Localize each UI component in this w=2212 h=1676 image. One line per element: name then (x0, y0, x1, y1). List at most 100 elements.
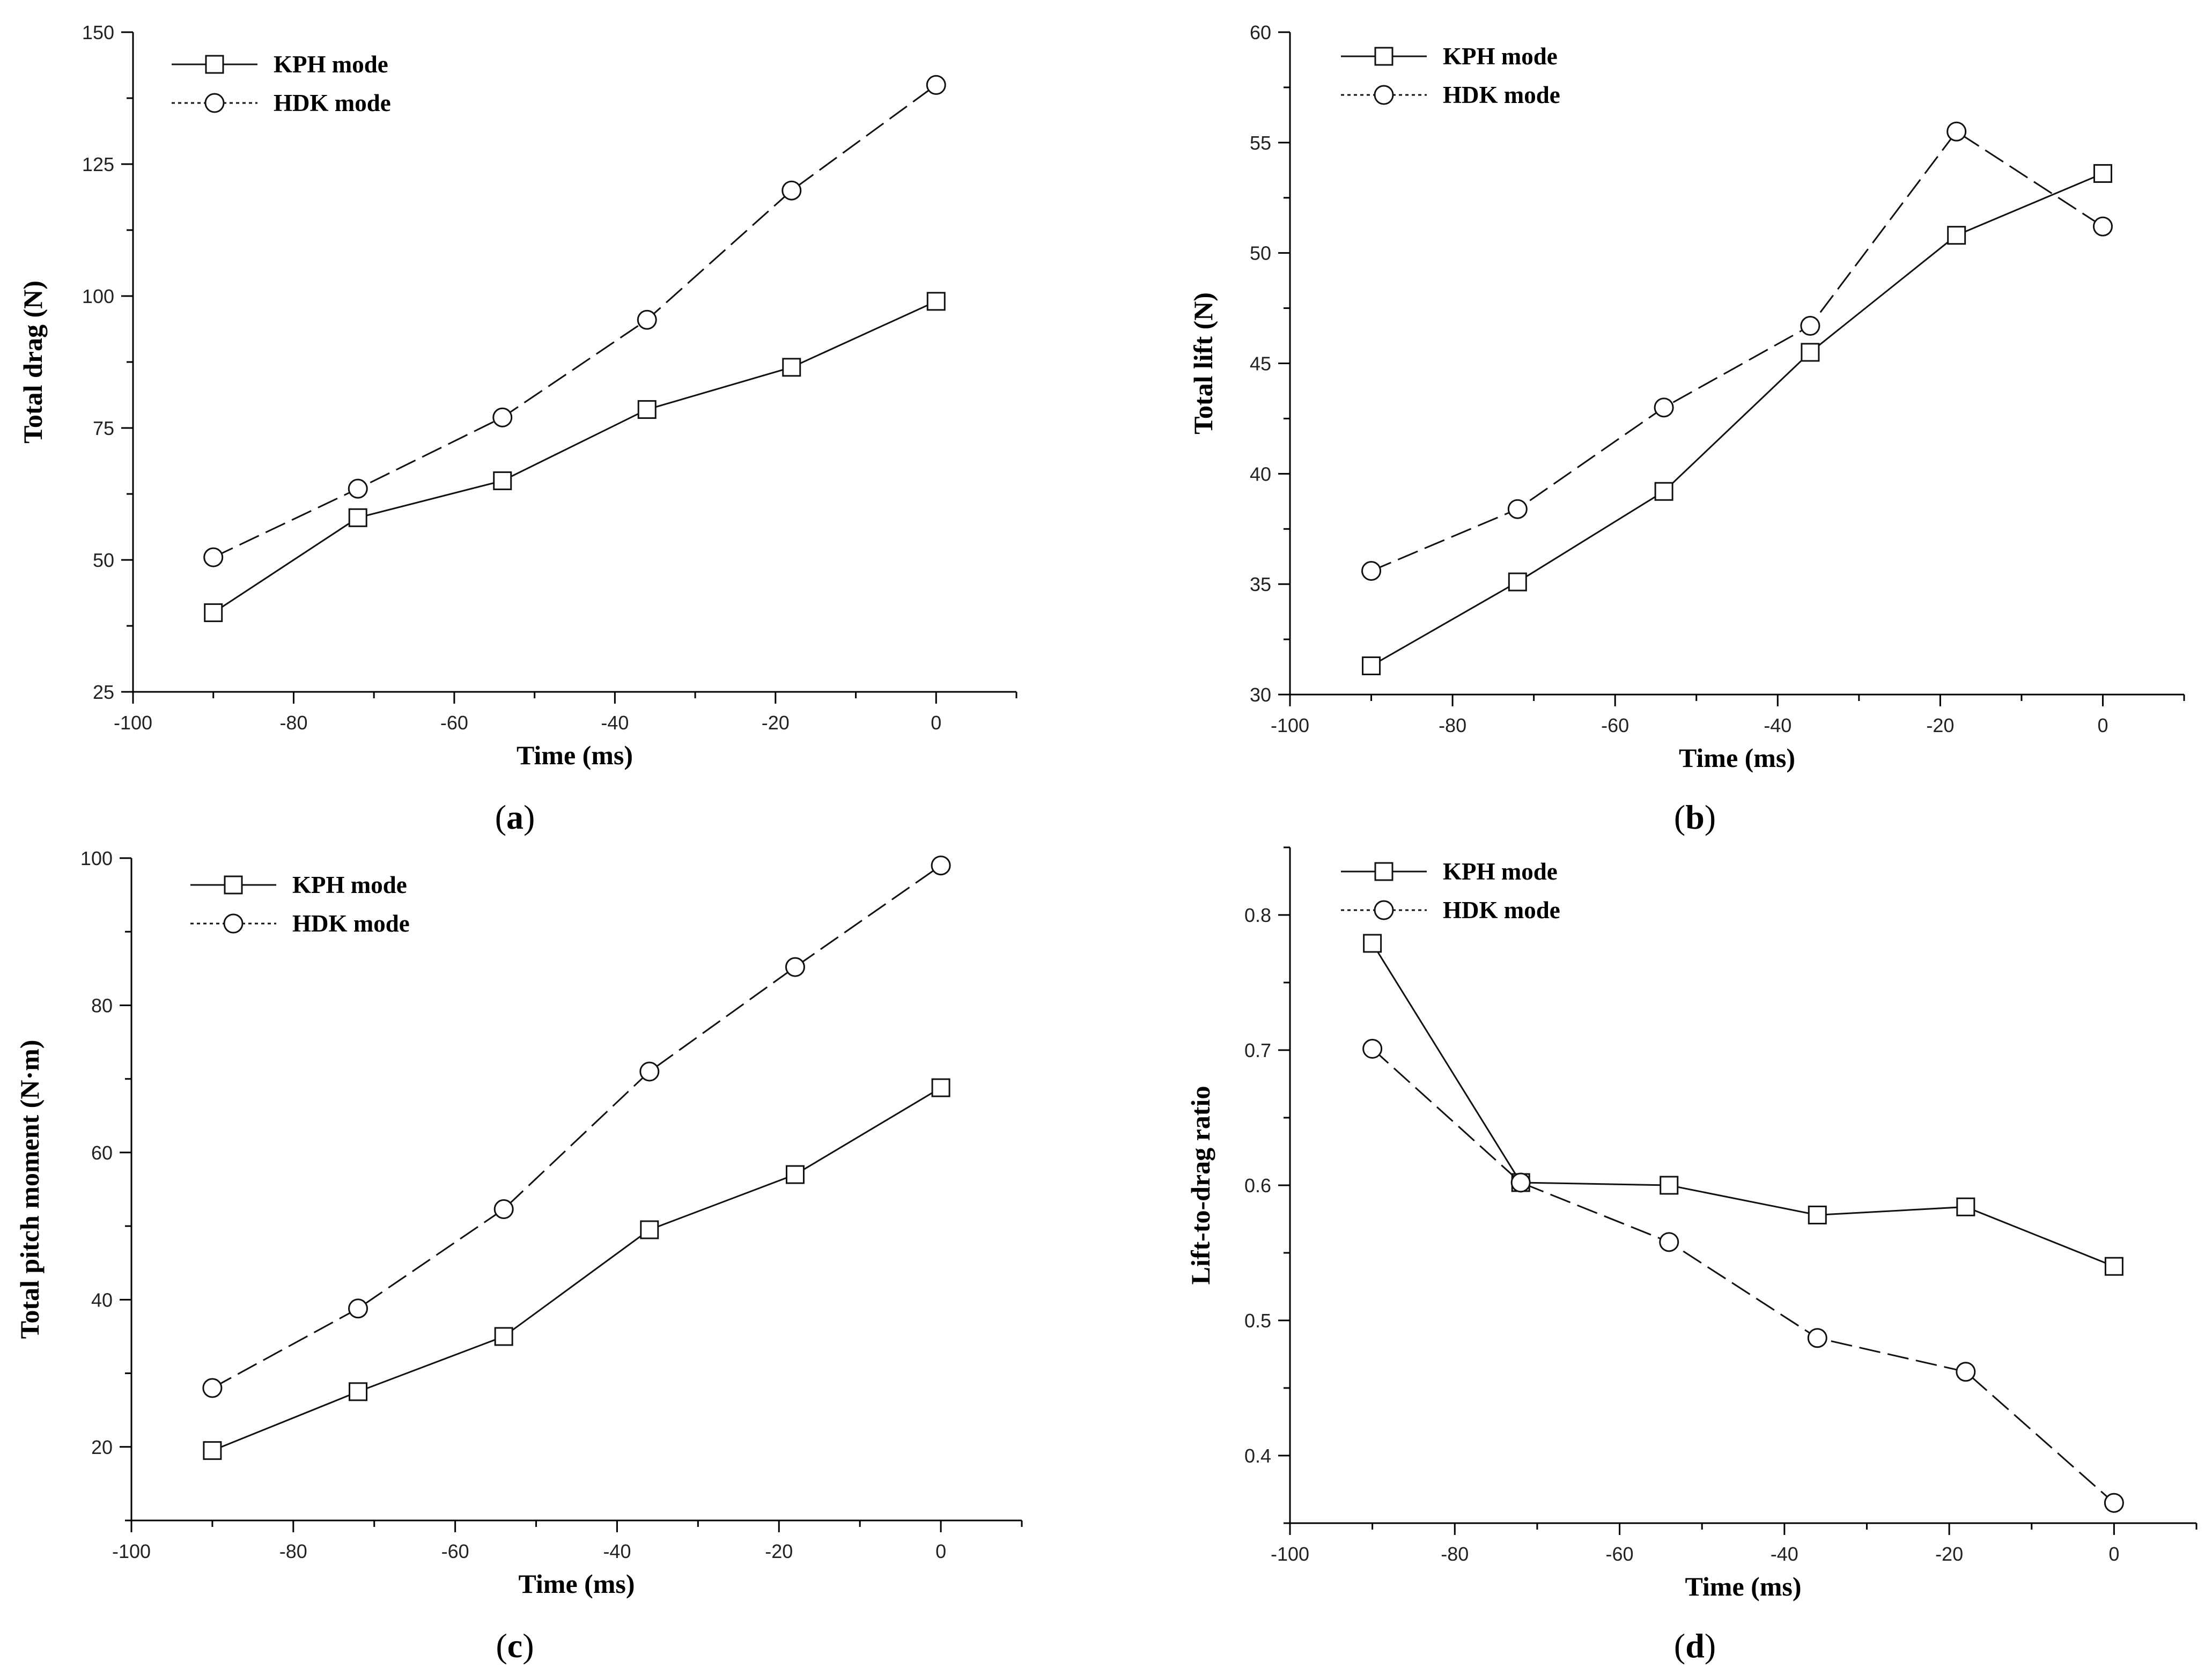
y-tick-label: 125 (82, 153, 114, 175)
data-point-kph (1947, 226, 1966, 245)
legend: KPH mode HDK mode (1341, 858, 1560, 924)
data-point-hdk (2092, 216, 2113, 237)
data-point-kph (203, 1441, 222, 1460)
y-tick-label: 40 (1250, 463, 1271, 485)
x-tick-label: -40 (1764, 714, 1791, 736)
y-tick-label: 100 (80, 847, 113, 869)
chart-panel-c: -100 -80 -60 -40 -20 0 20 40 60 80 100 Time (ms) Tot… (14, 847, 1023, 1665)
y-tick-label: 20 (91, 1436, 113, 1458)
y-tick-label: 0.5 (1244, 1310, 1271, 1332)
data-point-kph (640, 1220, 659, 1239)
x-tick-label: -20 (762, 712, 790, 734)
x-tick-label: -100 (1271, 714, 1309, 736)
data-point-kph (1508, 572, 1527, 592)
legend-label: HDK mode (1443, 82, 1560, 108)
data-point-kph (2104, 1257, 2123, 1276)
panel-label: (c) (496, 1627, 534, 1665)
x-tick-label: -40 (601, 712, 629, 734)
y-tick-label: 75 (93, 417, 114, 439)
x-tick-label: 0 (931, 712, 941, 734)
data-point-hdk (637, 309, 657, 330)
data-point-hdk (1654, 397, 1674, 418)
data-point-kph (1654, 482, 1673, 501)
data-point-hdk (1956, 1362, 1976, 1382)
y-tick-label: 60 (91, 1142, 113, 1164)
x-tick-label: -80 (1441, 1543, 1469, 1565)
y-tick-label: 0.6 (1244, 1175, 1271, 1197)
y-tick-label: 50 (93, 549, 114, 571)
legend-label: KPH mode (274, 51, 388, 78)
y-tick-label: 150 (82, 21, 114, 43)
legend-marker-circle (1374, 900, 1394, 920)
x-tick-label: -60 (440, 712, 468, 734)
series-line-hdk (1370, 130, 2104, 572)
legend-marker-circle (204, 93, 225, 113)
y-tick-label: 0.8 (1244, 904, 1271, 926)
y-axis-title: Total pitch moment (N·m) (14, 1040, 45, 1339)
legend-marker-square (205, 55, 224, 74)
x-tick-label: -60 (1606, 1543, 1634, 1565)
panel-label: (a) (495, 798, 535, 836)
x-axis-title: Time (ms) (1679, 743, 1795, 773)
y-tick-label: 0.7 (1244, 1039, 1271, 1061)
data-point-hdk (2104, 1493, 2124, 1513)
data-point-hdk (202, 1378, 223, 1398)
legend-label: KPH mode (292, 872, 407, 898)
x-tick-label: 0 (2108, 1543, 2119, 1565)
y-tick-label: 50 (1250, 242, 1271, 264)
data-point-hdk (1946, 121, 1967, 142)
panel-label-letter: d (1685, 1627, 1705, 1665)
y-tick-label: 100 (82, 285, 114, 307)
y-tick-label: 35 (1250, 573, 1271, 595)
legend-label: HDK mode (1443, 897, 1560, 924)
x-tick-label: -20 (1926, 714, 1954, 736)
data-point-kph (1362, 656, 1381, 675)
x-axis-title: Time (ms) (518, 1569, 635, 1599)
legend: KPH mode HDK mode (1341, 43, 1560, 108)
x-tick-label: 0 (935, 1540, 946, 1562)
data-point-kph (1660, 1176, 1679, 1195)
data-point-kph (1808, 1205, 1827, 1224)
chart-panel-b: -100 -80 -60 -40 -20 0 30 35 40 45 50 55 60 Time (ms)… (1188, 21, 2185, 836)
data-point-kph (494, 1327, 513, 1346)
data-point-hdk (639, 1061, 660, 1082)
data-point-hdk (1510, 1172, 1531, 1193)
panel-label-letter: a (506, 798, 523, 836)
data-point-kph (782, 358, 801, 377)
series-line-kph (212, 1087, 941, 1452)
data-point-kph (2093, 164, 2112, 183)
x-tick-label: -20 (765, 1540, 793, 1562)
y-tick-label: 55 (1250, 132, 1271, 154)
legend-label: KPH mode (1443, 858, 1558, 885)
x-tick-label: -100 (1271, 1543, 1309, 1565)
data-point-hdk (493, 1199, 514, 1220)
x-tick-label: -80 (279, 712, 307, 734)
data-point-hdk (785, 957, 805, 977)
y-tick-label: 40 (91, 1289, 113, 1311)
data-point-kph (1801, 343, 1820, 362)
x-axis-title: Time (ms) (517, 740, 633, 770)
panel-label: (b) (1674, 798, 1716, 836)
y-tick-label: 25 (93, 681, 114, 703)
series-line-kph (1372, 943, 2114, 1267)
x-tick-label: -40 (1771, 1543, 1798, 1565)
x-tick-label: -80 (1439, 714, 1466, 736)
y-axis-title: Total drag (N) (18, 280, 48, 444)
legend-marker-square (224, 875, 243, 895)
legend-marker-square (1374, 862, 1393, 881)
chart-panel-a: -100 -80 -60 -40 -20 0 25 50 75 100 125 150 Time (ms… (18, 21, 1017, 836)
panel-label-letter: b (1685, 798, 1705, 836)
y-tick-label: 30 (1250, 684, 1271, 706)
chart-panel-d: -100 -80 -60 -40 -20 0 0.4 0.5 0.6 0.7 0.8 Time (ms… (1185, 846, 2198, 1665)
y-tick-label: 60 (1250, 21, 1271, 43)
data-point-hdk (348, 1298, 368, 1319)
series-line-hdk (1372, 1048, 2115, 1504)
data-point-hdk (926, 75, 946, 95)
legend: KPH mode HDK mode (190, 872, 410, 937)
data-point-hdk (781, 180, 802, 201)
legend-marker-circle (223, 913, 244, 934)
legend-marker-circle (1374, 85, 1394, 105)
x-tick-label: -60 (441, 1540, 469, 1562)
x-tick-label: -80 (279, 1540, 307, 1562)
